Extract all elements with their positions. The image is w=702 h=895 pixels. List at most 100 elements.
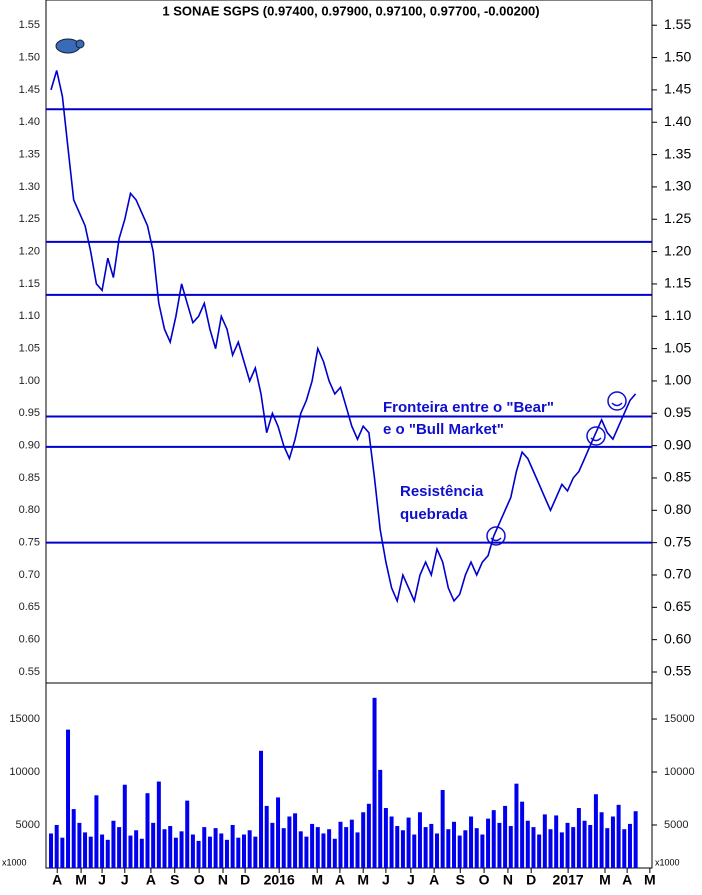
volume-bar <box>457 835 462 868</box>
volume-bar <box>412 834 417 868</box>
volume-bar <box>338 821 343 868</box>
volume-bar <box>190 834 195 868</box>
x-tick-label: A <box>622 872 632 888</box>
volume-bar <box>622 829 627 868</box>
y-tick-label: 1.35 <box>19 148 40 160</box>
y-tick-label: 0.95 <box>664 404 691 420</box>
volume-bar <box>452 821 457 868</box>
volume-bar <box>327 829 332 868</box>
volume-bar <box>49 833 53 868</box>
volume-bar <box>520 801 525 868</box>
y-tick-label: 1.20 <box>19 246 40 258</box>
x-tick-label: D <box>526 872 536 888</box>
y-tick-label: 1.10 <box>664 307 691 323</box>
y-tick-label: 0.85 <box>19 472 40 484</box>
volume-bar <box>395 826 400 868</box>
y-tick-label: 0.80 <box>19 504 40 516</box>
x-tick-label: N <box>503 872 513 888</box>
y-tick-label: 0.70 <box>664 566 691 582</box>
volume-unit: x1000 <box>2 857 27 867</box>
volume-tick-label: 5000 <box>664 819 688 831</box>
annotation: e o "Bull Market" <box>383 421 504 438</box>
y-tick-label: 1.15 <box>664 275 691 291</box>
volume-bar <box>321 833 326 868</box>
volume-tick-label: 5000 <box>16 819 40 831</box>
volume-bar <box>270 822 275 868</box>
volume-bar <box>588 824 593 868</box>
x-tick-label: M <box>599 872 611 888</box>
x-tick-label: J <box>407 872 415 888</box>
y-tick-label: 0.65 <box>19 601 40 613</box>
volume-bar <box>565 822 570 868</box>
y-tick-label: 1.20 <box>664 242 691 258</box>
y-tick-label: 0.80 <box>664 501 691 517</box>
x-tick-label: M <box>311 872 323 888</box>
volume-bar <box>224 839 229 868</box>
y-tick-label: 0.85 <box>664 469 691 485</box>
volume-bar <box>71 809 76 868</box>
volume-bar <box>372 697 377 868</box>
volume-tick-label: 15000 <box>664 713 695 725</box>
volume-bar <box>230 824 235 868</box>
volume-bar <box>548 829 553 868</box>
volume-tick-label: 10000 <box>9 766 40 778</box>
volume-bar <box>355 832 360 868</box>
y-tick-label: 0.60 <box>19 634 40 646</box>
y-tick-label: 1.25 <box>664 210 691 226</box>
volume-bar <box>344 827 349 868</box>
volume-bar <box>514 783 519 868</box>
volume-bar <box>241 834 246 868</box>
volume-bar <box>264 805 269 868</box>
volume-bar <box>605 828 610 868</box>
y-tick-label: 1.30 <box>19 181 40 193</box>
price-line <box>50 70 637 604</box>
volume-bar <box>179 831 184 868</box>
volume-bar <box>525 820 530 868</box>
x-tick-label: O <box>479 872 490 888</box>
x-tick-label: J <box>121 872 129 888</box>
y-tick-label: 1.45 <box>664 81 691 97</box>
volume-bar <box>599 812 604 868</box>
y-tick-label: 1.00 <box>19 375 40 387</box>
y-tick-label: 1.55 <box>19 19 40 31</box>
volume-bar <box>434 833 439 868</box>
x-tick-label: S <box>456 872 465 888</box>
y-tick-label: 1.50 <box>664 48 691 64</box>
y-tick-label: 1.05 <box>664 339 691 355</box>
volume-bar <box>185 800 190 868</box>
volume-bar <box>293 813 298 868</box>
x-tick-label: 2016 <box>264 872 295 888</box>
y-tick-label: 1.30 <box>664 178 691 194</box>
volume-bar <box>145 793 150 868</box>
x-tick-label: A <box>335 872 345 888</box>
x-tick-label: A <box>429 872 439 888</box>
volume-bar <box>531 827 536 868</box>
y-tick-label: 1.25 <box>19 213 40 225</box>
volume-bar <box>202 827 207 868</box>
volume-bar <box>207 836 212 868</box>
volume-bar <box>559 832 564 868</box>
x-tick-label: S <box>170 872 179 888</box>
y-tick-label: 0.75 <box>19 537 40 549</box>
volume-bar <box>389 816 394 868</box>
annotation: Fronteira entre o "Bear" <box>383 399 554 416</box>
x-tick-label: M <box>644 872 656 888</box>
volume-bar <box>349 819 354 868</box>
x-tick-label: J <box>382 872 390 888</box>
volume-bar <box>162 829 167 868</box>
volume-bar <box>610 816 615 868</box>
volume-bar <box>281 828 286 868</box>
volume-bar <box>400 830 405 868</box>
volume-bar <box>361 812 366 868</box>
x-tick-label: N <box>218 872 228 888</box>
volume-bar <box>247 830 252 868</box>
volume-bar <box>213 828 218 868</box>
volume-bar <box>219 833 224 868</box>
volume-bar <box>576 808 581 868</box>
volume-bar <box>122 784 127 868</box>
volume-bar <box>474 828 479 868</box>
volume-bar <box>196 840 201 868</box>
volume-bar <box>480 834 485 868</box>
x-tick-label: D <box>240 872 250 888</box>
